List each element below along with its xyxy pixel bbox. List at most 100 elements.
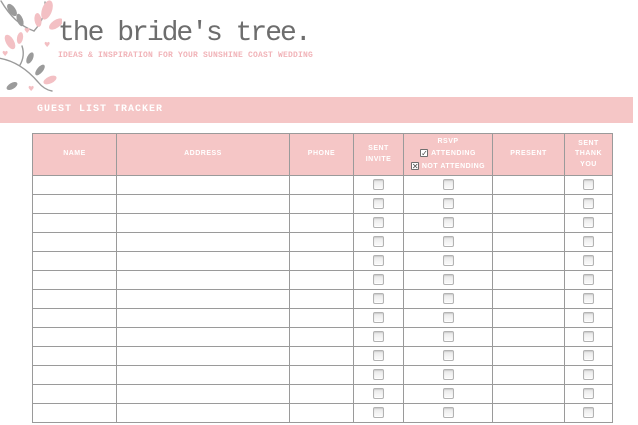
sent-thank-you-checkbox[interactable]	[583, 293, 594, 305]
rsvp-checkbox[interactable]	[442, 350, 454, 362]
rsvp-not-attending-label: NOT ATTENDING	[421, 162, 486, 170]
present-cell[interactable]	[492, 289, 565, 309]
address-cell[interactable]	[116, 251, 290, 271]
present-cell[interactable]	[492, 384, 565, 404]
sent-thank-you-cell	[564, 327, 613, 347]
name-cell[interactable]	[32, 270, 117, 290]
name-cell[interactable]	[32, 175, 117, 195]
sent-invite-checkbox[interactable]	[373, 293, 384, 305]
sent-thank-you-checkbox[interactable]	[583, 312, 594, 324]
phone-cell[interactable]	[289, 270, 354, 290]
sent-thank-you-checkbox[interactable]	[583, 217, 594, 229]
sent-invite-checkbox[interactable]	[373, 331, 384, 343]
present-cell[interactable]	[492, 251, 565, 271]
present-cell[interactable]	[492, 194, 565, 214]
name-cell[interactable]	[32, 289, 117, 309]
sent-thank-you-checkbox[interactable]	[583, 331, 594, 343]
sent-invite-checkbox[interactable]	[373, 274, 384, 286]
address-cell[interactable]	[116, 384, 290, 404]
rsvp-checkbox[interactable]	[442, 388, 454, 400]
column-header-present: PRESENT	[492, 133, 565, 176]
rsvp-checkbox[interactable]	[442, 274, 454, 286]
phone-cell[interactable]	[289, 346, 354, 366]
sent-invite-checkbox[interactable]	[373, 198, 384, 210]
sent-invite-checkbox[interactable]	[373, 179, 384, 191]
name-cell[interactable]	[32, 365, 117, 385]
present-cell[interactable]	[492, 270, 565, 290]
svg-text:♥: ♥	[44, 41, 50, 49]
rsvp-checkbox[interactable]	[442, 179, 454, 191]
sent-invite-checkbox[interactable]	[373, 407, 384, 419]
phone-cell[interactable]	[289, 384, 354, 404]
present-cell[interactable]	[492, 327, 565, 347]
phone-cell[interactable]	[289, 213, 354, 233]
phone-cell[interactable]	[289, 251, 354, 271]
phone-cell[interactable]	[289, 403, 354, 423]
sent-thank-you-checkbox[interactable]	[583, 179, 594, 191]
address-cell[interactable]	[116, 289, 290, 309]
present-cell[interactable]	[492, 308, 565, 328]
sent-invite-checkbox[interactable]	[373, 236, 384, 248]
present-cell[interactable]	[492, 346, 565, 366]
sent-thank-you-checkbox[interactable]	[583, 388, 594, 400]
address-cell[interactable]	[116, 270, 290, 290]
address-cell[interactable]	[116, 365, 290, 385]
phone-cell[interactable]	[289, 175, 354, 195]
phone-cell[interactable]	[289, 327, 354, 347]
rsvp-checkbox[interactable]	[442, 255, 454, 267]
name-cell[interactable]	[32, 308, 117, 328]
rsvp-checkbox[interactable]	[442, 217, 454, 229]
phone-cell[interactable]	[289, 365, 354, 385]
rsvp-checkbox[interactable]	[442, 293, 454, 305]
sent-thank-you-checkbox[interactable]	[583, 407, 594, 419]
present-cell[interactable]	[492, 365, 565, 385]
rsvp-checkbox[interactable]	[442, 369, 454, 381]
phone-cell[interactable]	[289, 194, 354, 214]
phone-cell[interactable]	[289, 308, 354, 328]
name-cell[interactable]	[32, 251, 117, 271]
name-cell[interactable]	[32, 194, 117, 214]
rsvp-checkbox[interactable]	[442, 198, 454, 210]
sent-thank-you-checkbox[interactable]	[583, 350, 594, 362]
sent-invite-checkbox[interactable]	[373, 255, 384, 267]
guest-row	[32, 194, 613, 214]
address-cell[interactable]	[116, 308, 290, 328]
rsvp-checkbox[interactable]	[442, 331, 454, 343]
present-cell[interactable]	[492, 175, 565, 195]
sent-thank-you-checkbox[interactable]	[583, 255, 594, 267]
name-cell[interactable]	[32, 232, 117, 252]
present-cell[interactable]	[492, 403, 565, 423]
sent-invite-checkbox[interactable]	[373, 388, 384, 400]
name-cell[interactable]	[32, 327, 117, 347]
address-cell[interactable]	[116, 175, 290, 195]
sent-invite-checkbox[interactable]	[373, 217, 384, 229]
sent-thank-you-checkbox[interactable]	[583, 198, 594, 210]
present-cell[interactable]	[492, 213, 565, 233]
sent-invite-cell	[353, 403, 404, 423]
sent-invite-cell	[353, 346, 404, 366]
sent-thank-you-checkbox[interactable]	[583, 236, 594, 248]
rsvp-checkbox[interactable]	[442, 407, 454, 419]
name-cell[interactable]	[32, 213, 117, 233]
guest-row	[32, 365, 613, 385]
address-cell[interactable]	[116, 232, 290, 252]
name-cell[interactable]	[32, 403, 117, 423]
name-cell[interactable]	[32, 346, 117, 366]
address-cell[interactable]	[116, 213, 290, 233]
rsvp-checkbox[interactable]	[442, 236, 454, 248]
sent-invite-checkbox[interactable]	[373, 369, 384, 381]
address-cell[interactable]	[116, 327, 290, 347]
sent-invite-checkbox[interactable]	[373, 350, 384, 362]
sent-invite-checkbox[interactable]	[373, 312, 384, 324]
sent-thank-you-checkbox[interactable]	[583, 369, 594, 381]
phone-cell[interactable]	[289, 232, 354, 252]
rsvp-checkbox[interactable]	[442, 312, 454, 324]
address-cell[interactable]	[116, 403, 290, 423]
sent-thank-you-checkbox[interactable]	[583, 274, 594, 286]
name-cell[interactable]	[32, 384, 117, 404]
phone-cell[interactable]	[289, 289, 354, 309]
address-cell[interactable]	[116, 346, 290, 366]
address-cell[interactable]	[116, 194, 290, 214]
guest-list-tracker-banner: GUEST LIST TRACKER	[0, 97, 633, 123]
present-cell[interactable]	[492, 232, 565, 252]
